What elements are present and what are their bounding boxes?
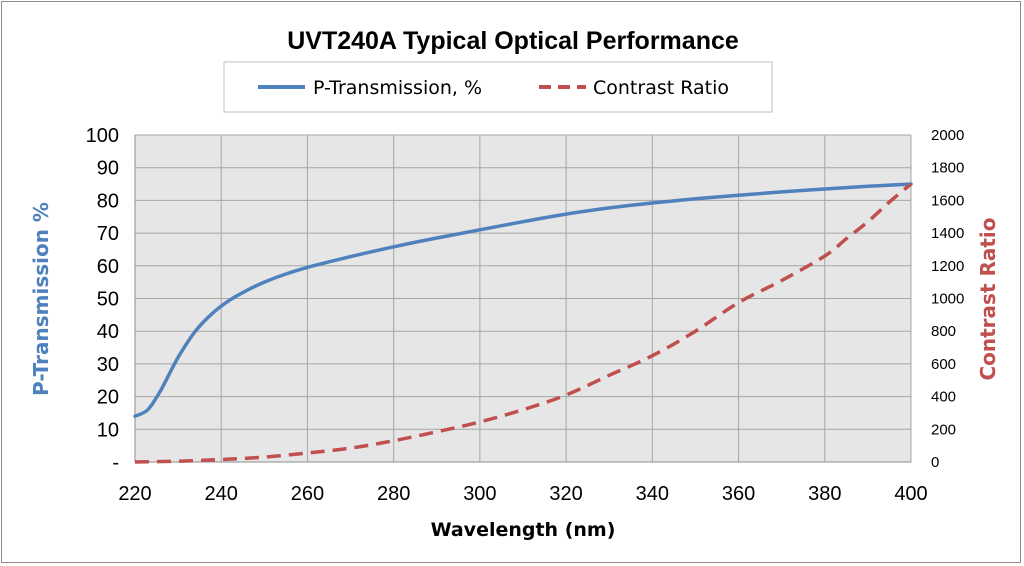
x-tick-label: 280 xyxy=(377,483,410,505)
y-tick-label: 70 xyxy=(97,223,119,245)
x-tick-label: 220 xyxy=(118,483,151,505)
x-tick-label: 340 xyxy=(636,483,669,505)
y-tick-label: 10 xyxy=(97,419,119,441)
y-axis-label-right: Contrast Ratio xyxy=(976,217,1000,380)
x-tick-label: 300 xyxy=(463,483,496,505)
x-axis-label: Wavelength (nm) xyxy=(431,519,616,541)
x-tick-label: 360 xyxy=(722,483,755,505)
y-tick-label: 20 xyxy=(97,387,119,409)
gridlines xyxy=(134,134,912,463)
x-tick-label: 240 xyxy=(205,483,238,505)
y2-tick-label: 800 xyxy=(931,323,956,340)
legend-label-contrast: Contrast Ratio xyxy=(593,77,729,99)
y-tick-label: 30 xyxy=(97,354,119,376)
y2-tick-label: 0 xyxy=(931,454,939,471)
y2-tick-label: 1800 xyxy=(931,160,964,177)
tick-labels: -102030405060708090100020040060080010001… xyxy=(86,125,965,505)
data-series xyxy=(133,182,913,464)
y2-tick-label: 2000 xyxy=(931,127,964,144)
series-line-contrast-ratio xyxy=(134,182,913,464)
y2-tick-label: 1200 xyxy=(931,258,964,275)
y-tick-label: 60 xyxy=(97,256,119,278)
y2-tick-label: 600 xyxy=(931,356,956,373)
x-tick-label: 260 xyxy=(291,483,324,505)
y2-tick-label: 1400 xyxy=(931,225,964,242)
y-tick-label: - xyxy=(112,452,119,474)
y-axis-label-left: P-Transmission % xyxy=(29,202,53,396)
x-tick-label: 400 xyxy=(894,483,927,505)
x-tick-label: 380 xyxy=(808,483,841,505)
y-tick-label: 100 xyxy=(86,125,119,147)
y2-tick-label: 1600 xyxy=(931,192,964,209)
legend-label-transmission: P-Transmission, % xyxy=(313,77,482,99)
y2-tick-label: 200 xyxy=(931,421,956,438)
y-tick-label: 50 xyxy=(97,289,119,311)
chart-title: UVT240A Typical Optical Performance xyxy=(287,27,739,55)
series-line-transmission xyxy=(133,182,913,418)
x-tick-label: 320 xyxy=(549,483,582,505)
y2-tick-label: 1000 xyxy=(931,291,964,308)
y2-tick-label: 400 xyxy=(931,389,956,406)
legend-box xyxy=(223,61,773,113)
y-tick-label: 40 xyxy=(97,321,119,343)
y-tick-label: 90 xyxy=(97,158,119,180)
legend: P-Transmission, % Contrast Ratio xyxy=(223,61,773,113)
y-tick-label: 80 xyxy=(97,190,119,212)
